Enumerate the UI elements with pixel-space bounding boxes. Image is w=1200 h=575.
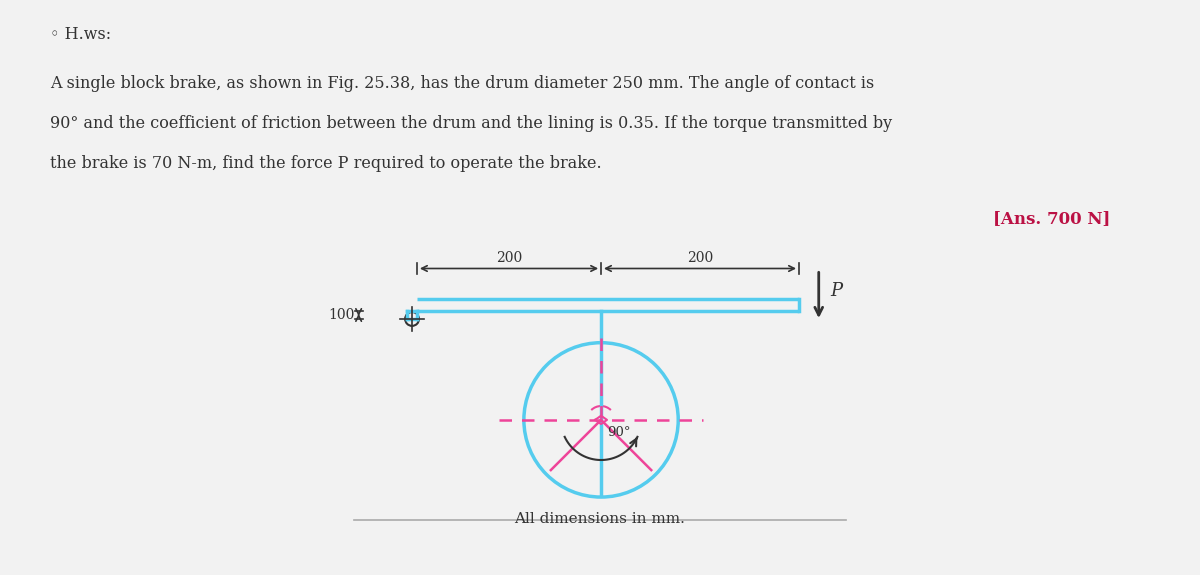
Text: 200: 200 bbox=[496, 251, 522, 264]
Text: P: P bbox=[830, 282, 842, 300]
Text: the brake is 70 N-m, find the force P required to operate the brake.: the brake is 70 N-m, find the force P re… bbox=[50, 155, 602, 172]
Text: 90°: 90° bbox=[607, 426, 630, 439]
Text: A single block brake, as shown in Fig. 25.38, has the drum diameter 250 mm. The : A single block brake, as shown in Fig. 2… bbox=[50, 75, 875, 92]
Text: 100: 100 bbox=[329, 308, 355, 322]
Text: ◦ H.ws:: ◦ H.ws: bbox=[50, 26, 112, 43]
Text: 90° and the coefficient of friction between the drum and the lining is 0.35. If : 90° and the coefficient of friction betw… bbox=[50, 115, 893, 132]
Text: All dimensions in mm.: All dimensions in mm. bbox=[515, 512, 685, 526]
Text: 200: 200 bbox=[686, 251, 713, 264]
Text: [Ans. 700 N]: [Ans. 700 N] bbox=[992, 210, 1110, 227]
